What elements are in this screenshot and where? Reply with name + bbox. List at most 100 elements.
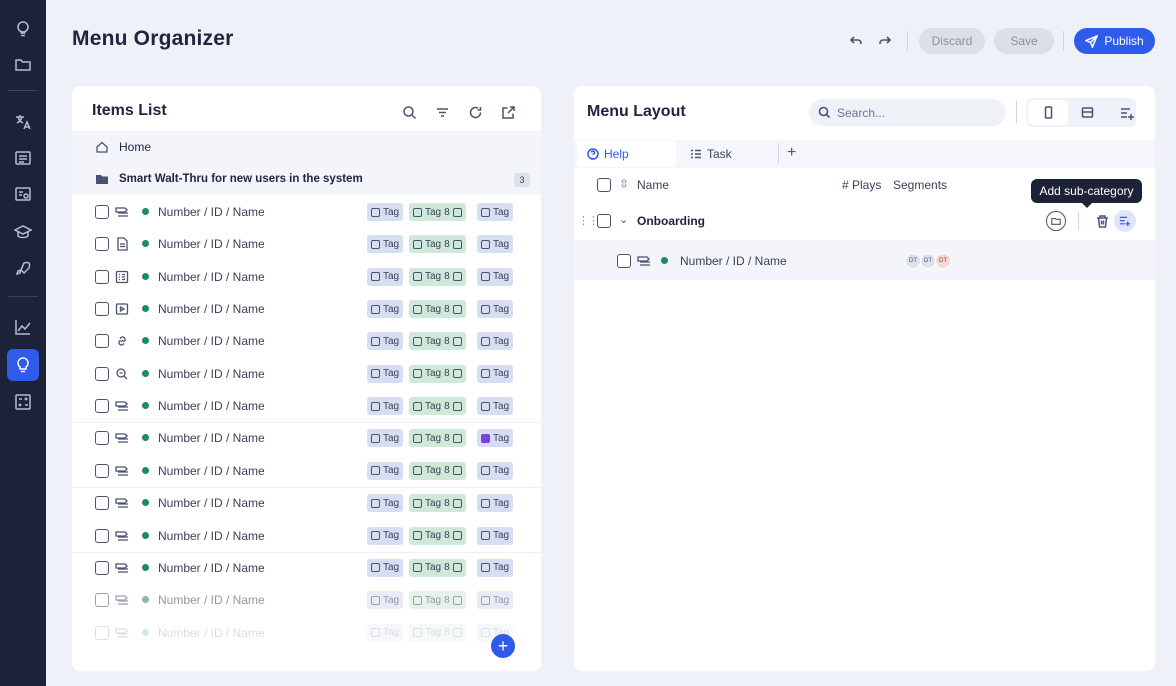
tag-badge[interactable]: Tag bbox=[477, 235, 514, 254]
folder-icon[interactable] bbox=[7, 48, 39, 80]
tag-badge[interactable]: Tag bbox=[477, 332, 514, 351]
folder-row[interactable] bbox=[72, 163, 541, 195]
tag-badge[interactable]: Tag bbox=[477, 461, 514, 480]
filter-icon[interactable] bbox=[433, 103, 451, 121]
list-item[interactable]: Number / ID / Name Tag Tag 8 Tag bbox=[72, 422, 541, 454]
tag-group-badge[interactable]: Tag 8 bbox=[409, 364, 466, 383]
chevron-down-icon[interactable]: ⌄ bbox=[619, 214, 629, 226]
list-item[interactable]: Number / ID / Name Tag Tag 8 Tag bbox=[72, 617, 541, 649]
menu-search-input[interactable]: Search... bbox=[809, 99, 1006, 126]
list-item[interactable]: Number / ID / Name Tag Tag 8 Tag bbox=[72, 520, 541, 552]
list-item[interactable]: Number / ID / Name Tag Tag 8 Tag bbox=[72, 196, 541, 228]
tab-task[interactable]: Task bbox=[690, 141, 732, 167]
tag-badge[interactable]: Tag bbox=[367, 558, 404, 577]
tag-group-badge[interactable]: Tag 8 bbox=[409, 332, 466, 351]
discard-button[interactable]: Discard bbox=[919, 28, 985, 54]
settings-list-icon[interactable] bbox=[7, 178, 39, 210]
item-checkbox[interactable] bbox=[95, 593, 109, 608]
list-item[interactable]: Number / ID / Name Tag Tag 8 Tag bbox=[72, 293, 541, 325]
add-subcategory-button[interactable] bbox=[1114, 210, 1136, 232]
list-item[interactable]: Number / ID / Name Tag Tag 8 Tag bbox=[72, 228, 541, 260]
item-checkbox[interactable] bbox=[95, 431, 109, 446]
tag-badge[interactable]: Tag bbox=[367, 364, 404, 383]
tag-group-badge[interactable]: Tag 8 bbox=[409, 235, 466, 254]
tag-badge[interactable]: Tag bbox=[367, 623, 404, 642]
list-item[interactable]: Number / ID / Name Tag Tag 8 Tag bbox=[72, 358, 541, 390]
open-external-icon[interactable] bbox=[499, 103, 517, 121]
item-checkbox[interactable] bbox=[95, 237, 109, 252]
item-checkbox[interactable] bbox=[95, 366, 109, 381]
tag-badge[interactable]: Tag bbox=[477, 494, 514, 513]
item-checkbox[interactable] bbox=[95, 463, 109, 478]
tag-group-badge[interactable]: Tag 8 bbox=[409, 623, 466, 642]
search-icon[interactable] bbox=[400, 103, 418, 121]
item-checkbox[interactable] bbox=[95, 205, 109, 219]
tag-badge[interactable]: Tag bbox=[367, 591, 404, 610]
list-item[interactable]: Number / ID / Name Tag Tag 8 Tag bbox=[72, 487, 541, 519]
column-segments[interactable]: Segments bbox=[893, 178, 948, 192]
save-button[interactable]: Save bbox=[994, 28, 1054, 54]
analytics-icon[interactable] bbox=[7, 311, 39, 343]
lightbulb-logo-icon[interactable] bbox=[7, 13, 39, 45]
calculator-icon[interactable] bbox=[7, 386, 39, 418]
tag-badge[interactable]: Tag bbox=[367, 494, 404, 513]
tag-group-badge[interactable]: Tag 8 bbox=[409, 267, 466, 286]
tag-group-badge[interactable]: Tag 8 bbox=[409, 558, 466, 577]
tag-badge[interactable]: Tag bbox=[367, 203, 404, 221]
list-item[interactable]: Number / ID / Name Tag Tag 8 Tag bbox=[72, 325, 541, 357]
list-item[interactable]: Number / ID / Name Tag Tag 8 Tag bbox=[72, 584, 541, 616]
tag-group-badge[interactable]: Tag 8 bbox=[409, 461, 466, 480]
column-plays[interactable]: # Plays bbox=[842, 178, 882, 192]
tag-group-badge[interactable]: Tag 8 bbox=[409, 429, 466, 448]
item-checkbox[interactable] bbox=[95, 625, 109, 640]
list-item[interactable]: Number / ID / Name Tag Tag 8 Tag bbox=[72, 261, 541, 293]
tag-group-badge[interactable]: Tag 8 bbox=[409, 300, 466, 319]
undo-icon[interactable] bbox=[847, 32, 865, 50]
tag-badge[interactable]: Tag bbox=[367, 267, 404, 286]
item-checkbox[interactable] bbox=[95, 560, 109, 575]
item-checkbox[interactable] bbox=[95, 496, 109, 511]
tag-badge[interactable]: Tag bbox=[367, 300, 404, 319]
desktop-view-icon[interactable] bbox=[1067, 99, 1107, 126]
child-item-checkbox[interactable] bbox=[617, 254, 631, 268]
insights-lightbulb-icon[interactable] bbox=[7, 349, 39, 381]
item-checkbox[interactable] bbox=[95, 528, 109, 543]
refresh-icon[interactable] bbox=[466, 103, 484, 121]
add-tab-button[interactable]: + bbox=[787, 144, 797, 161]
tag-badge[interactable]: Tag bbox=[477, 591, 514, 610]
tag-badge[interactable]: Tag bbox=[477, 203, 514, 221]
select-all-checkbox[interactable] bbox=[597, 178, 611, 192]
trash-icon[interactable] bbox=[1093, 212, 1111, 230]
category-checkbox[interactable] bbox=[597, 214, 611, 228]
add-category-icon[interactable] bbox=[1118, 104, 1136, 122]
tag-group-badge[interactable]: Tag 8 bbox=[409, 203, 466, 221]
mobile-view-icon[interactable] bbox=[1028, 100, 1068, 125]
list-item[interactable]: Number / ID / Name Tag Tag 8 Tag bbox=[72, 390, 541, 422]
tag-group-badge[interactable]: Tag 8 bbox=[409, 494, 466, 513]
graduation-cap-icon[interactable] bbox=[7, 216, 39, 248]
tag-badge[interactable]: Tag bbox=[477, 300, 514, 319]
tag-group-badge[interactable]: Tag 8 bbox=[409, 591, 466, 610]
drag-handle-icon[interactable]: ⋮⋮ bbox=[578, 215, 599, 227]
tag-badge[interactable]: Tag bbox=[477, 429, 514, 448]
tag-badge[interactable]: Tag bbox=[477, 364, 514, 383]
list-item[interactable]: Number / ID / Name Tag Tag 8 Tag bbox=[72, 552, 541, 584]
item-checkbox[interactable] bbox=[95, 302, 109, 317]
list-item[interactable]: Number / ID / Name Tag Tag 8 Tag bbox=[72, 455, 541, 487]
publish-button[interactable]: Publish bbox=[1074, 28, 1155, 54]
tag-badge[interactable]: Tag bbox=[477, 397, 514, 416]
child-item-row[interactable] bbox=[574, 240, 1155, 280]
folder-circle-icon[interactable] bbox=[1046, 211, 1066, 231]
translate-icon[interactable] bbox=[7, 106, 39, 138]
tag-badge[interactable]: Tag bbox=[367, 461, 404, 480]
tag-group-badge[interactable]: Tag 8 bbox=[409, 526, 466, 545]
rocket-icon[interactable] bbox=[7, 253, 39, 285]
tag-badge[interactable]: Tag bbox=[477, 558, 514, 577]
add-item-button[interactable]: + bbox=[491, 634, 515, 658]
tag-group-badge[interactable]: Tag 8 bbox=[409, 397, 466, 416]
home-row[interactable] bbox=[72, 131, 541, 163]
tag-badge[interactable]: Tag bbox=[367, 526, 404, 545]
tag-badge[interactable]: Tag bbox=[477, 526, 514, 545]
item-checkbox[interactable] bbox=[95, 334, 109, 349]
tag-badge[interactable]: Tag bbox=[367, 235, 404, 254]
